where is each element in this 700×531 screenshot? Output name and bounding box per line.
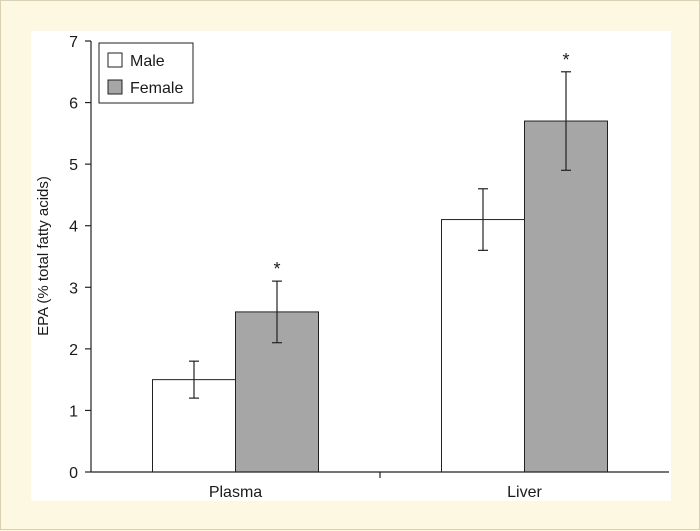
y-tick-label: 0 <box>69 465 78 482</box>
bar-female-liver <box>524 120 608 473</box>
significance-marker: * <box>273 259 280 279</box>
y-tick-label: 4 <box>69 219 78 236</box>
legend-swatch-male <box>107 52 123 68</box>
legend: Male Female <box>98 42 194 104</box>
y-tick-label: 3 <box>69 280 78 297</box>
significance-marker: * <box>562 50 569 70</box>
legend-label-female: Female <box>130 80 183 97</box>
legend-swatch-female <box>107 79 123 95</box>
y-tick-label: 1 <box>69 403 78 420</box>
bars-layer: ** <box>152 50 608 473</box>
legend-label-male: Male <box>130 53 165 70</box>
bar-male-liver <box>441 219 525 473</box>
y-axis-title: EPA (% total fatty acids) <box>35 176 52 336</box>
y-tick-label: 2 <box>69 342 78 359</box>
x-ticks: Plasma Liver <box>209 472 543 501</box>
x-tick-label: Plasma <box>209 484 262 501</box>
y-ticks: 0 1 2 3 4 5 6 7 <box>69 34 91 482</box>
y-tick-label: 5 <box>69 157 78 174</box>
y-tick-label: 6 <box>69 96 78 113</box>
x-tick-label: Liver <box>507 484 542 501</box>
y-tick-label: 7 <box>69 34 78 51</box>
